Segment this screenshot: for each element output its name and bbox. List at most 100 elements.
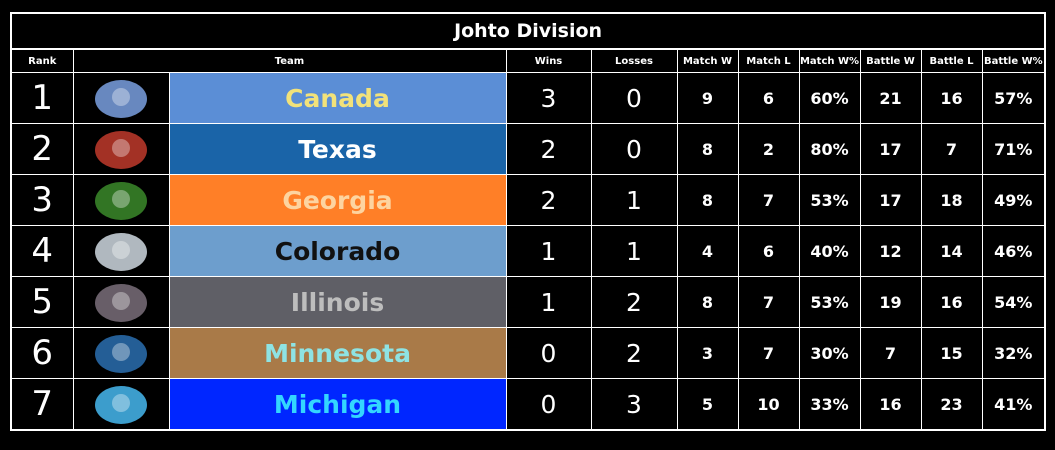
stat: 23: [920, 378, 983, 431]
stat: 33%: [798, 378, 861, 431]
table-title: Johto Division: [10, 12, 1046, 50]
team-name: Colorado: [168, 225, 507, 277]
stat: 9: [676, 72, 739, 124]
stat: 54%: [981, 276, 1046, 328]
stat: 53%: [798, 174, 861, 226]
logo-icon: [95, 284, 147, 322]
logo-icon: [95, 131, 147, 169]
team-logo: [72, 225, 170, 277]
team-logo: [72, 174, 170, 226]
team-name: Michigan: [168, 378, 507, 431]
stat: 2: [590, 276, 678, 328]
stat: 3: [676, 327, 739, 379]
rank: 6: [10, 327, 74, 379]
stat: 2: [737, 123, 800, 175]
stat: 46%: [981, 225, 1046, 277]
stat: 17: [859, 174, 922, 226]
stat: 2: [505, 123, 592, 175]
rank: 4: [10, 225, 74, 277]
team-name: Canada: [168, 72, 507, 124]
team-logo: [72, 72, 170, 124]
stat: 7: [859, 327, 922, 379]
team-name: Georgia: [168, 174, 507, 226]
rank: 3: [10, 174, 74, 226]
stat: 16: [920, 276, 983, 328]
column-header: Match L: [737, 48, 800, 73]
team-row: 7 Michigan 0 3 5 10 33% 16 23 41%: [10, 378, 1046, 431]
column-header: Battle W: [859, 48, 922, 73]
stat: 32%: [981, 327, 1046, 379]
stat: 8: [676, 276, 739, 328]
stat: 3: [590, 378, 678, 431]
stat: 80%: [798, 123, 861, 175]
logo-icon: [95, 233, 147, 271]
column-header: Team: [72, 48, 507, 73]
team-logo: [72, 276, 170, 328]
stat: 7: [737, 327, 800, 379]
title-row: Johto Division: [10, 12, 1046, 50]
stat: 4: [676, 225, 739, 277]
logo-icon: [95, 80, 147, 118]
logo-icon: [95, 386, 147, 424]
rank: 7: [10, 378, 74, 431]
rank: 1: [10, 72, 74, 124]
team-row: 1 Canada 3 0 9 6 60% 21 16 57%: [10, 72, 1046, 124]
stat: 6: [737, 72, 800, 124]
team-row: 6 Minnesota 0 2 3 7 30% 7 15 32%: [10, 327, 1046, 379]
stat: 16: [920, 72, 983, 124]
stat: 41%: [981, 378, 1046, 431]
stat: 0: [590, 123, 678, 175]
stat: 57%: [981, 72, 1046, 124]
team-logo: [72, 123, 170, 175]
stat: 7: [737, 174, 800, 226]
stat: 0: [590, 72, 678, 124]
stat: 17: [859, 123, 922, 175]
stat: 10: [737, 378, 800, 431]
stat: 1: [505, 276, 592, 328]
team-name: Minnesota: [168, 327, 507, 379]
stat: 7: [920, 123, 983, 175]
team-logo: [72, 327, 170, 379]
rank: 2: [10, 123, 74, 175]
stat: 1: [505, 225, 592, 277]
team-name: Illinois: [168, 276, 507, 328]
column-header: Match W%: [798, 48, 861, 73]
column-header: Losses: [590, 48, 678, 73]
team-row: 3 Georgia 2 1 8 7 53% 17 18 49%: [10, 174, 1046, 226]
rank: 5: [10, 276, 74, 328]
stat: 12: [859, 225, 922, 277]
stat: 6: [737, 225, 800, 277]
stat: 1: [590, 174, 678, 226]
stat: 21: [859, 72, 922, 124]
team-name: Texas: [168, 123, 507, 175]
column-header: Battle W%: [981, 48, 1046, 73]
stat: 8: [676, 174, 739, 226]
stat: 14: [920, 225, 983, 277]
stat: 71%: [981, 123, 1046, 175]
logo-icon: [95, 182, 147, 220]
team-row: 5 Illinois 1 2 8 7 53% 19 16 54%: [10, 276, 1046, 328]
team-logo: [72, 378, 170, 431]
stat: 5: [676, 378, 739, 431]
stat: 1: [590, 225, 678, 277]
stat: 53%: [798, 276, 861, 328]
stat: 18: [920, 174, 983, 226]
stat: 15: [920, 327, 983, 379]
stat: 2: [590, 327, 678, 379]
stat: 19: [859, 276, 922, 328]
stat: 49%: [981, 174, 1046, 226]
team-row: 2 Texas 2 0 8 2 80% 17 7 71%: [10, 123, 1046, 175]
logo-icon: [95, 335, 147, 373]
column-header: Battle L: [920, 48, 983, 73]
column-header: Rank: [10, 48, 74, 73]
stat: 8: [676, 123, 739, 175]
stat: 0: [505, 327, 592, 379]
stat: 60%: [798, 72, 861, 124]
stat: 30%: [798, 327, 861, 379]
stat: 2: [505, 174, 592, 226]
column-header: Match W: [676, 48, 739, 73]
stat: 3: [505, 72, 592, 124]
header-row: Rank Team Wins Losses Match W Match L Match W%…: [10, 48, 1046, 73]
stat: 7: [737, 276, 800, 328]
